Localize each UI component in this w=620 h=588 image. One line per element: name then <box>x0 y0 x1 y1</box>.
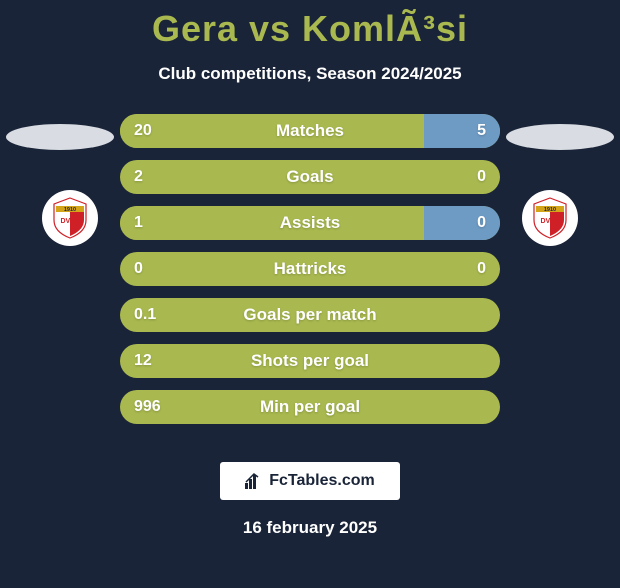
stat-bar: Goals per match0.1 <box>120 298 500 332</box>
brand-text: FcTables.com <box>269 472 375 490</box>
player-photo-right <box>506 124 614 150</box>
club-badge-right: 1910 DVTK <box>522 190 578 246</box>
svg-text:DVTK: DVTK <box>540 218 559 225</box>
stat-bar-seg-left <box>120 344 500 378</box>
club-shield-icon: 1910 DVTK <box>50 196 90 240</box>
club-shield-icon: 1910 DVTK <box>530 196 570 240</box>
stat-bar-seg-left <box>120 206 424 240</box>
stat-bar: Min per goal996 <box>120 390 500 424</box>
stat-bars: Matches205 Goals20 Assists10 Hattricks00 Goa… <box>120 114 500 436</box>
brand-logo: FcTables.com <box>220 462 400 500</box>
stat-bar-seg-left <box>120 298 500 332</box>
stat-bar: Hattricks00 <box>120 252 500 286</box>
stat-bar: Goals20 <box>120 160 500 194</box>
club-badge-left: 1910 DVTK <box>42 190 98 246</box>
comparison-body: 1910 DVTK 1910 DVTK Matches205 Goals20 Ass… <box>0 114 620 434</box>
stat-bar: Shots per goal12 <box>120 344 500 378</box>
svg-text:DVTK: DVTK <box>60 218 79 225</box>
player-photo-left <box>6 124 114 150</box>
chart-icon <box>245 473 263 489</box>
comparison-subtitle: Club competitions, Season 2024/2025 <box>0 64 620 84</box>
stat-bar-seg-right <box>424 114 500 148</box>
stat-bar-seg-left <box>120 390 500 424</box>
stat-bar: Assists10 <box>120 206 500 240</box>
stat-bar-seg-left <box>120 114 424 148</box>
comparison-title: Gera vs KomlÃ³si <box>0 8 620 50</box>
stat-bar: Matches205 <box>120 114 500 148</box>
stat-bar-seg-left <box>120 160 500 194</box>
stat-bar-seg-left <box>120 252 500 286</box>
stat-bar-seg-right <box>424 206 500 240</box>
footer-date: 16 february 2025 <box>0 518 620 538</box>
